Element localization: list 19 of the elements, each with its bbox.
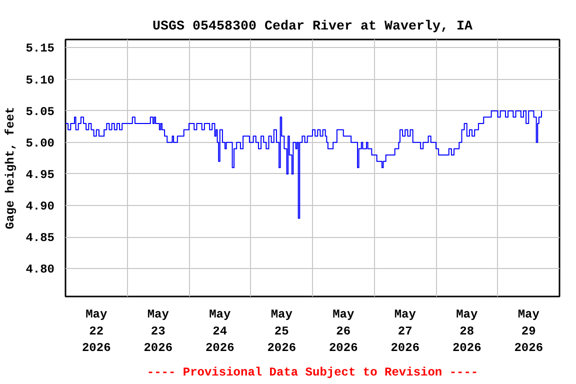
chart-title: USGS 05458300 Cedar River at Waverly, IA — [152, 20, 472, 34]
text: ---- Provisional Data Subject to Revision ---- — [146, 366, 478, 380]
x-tick-label: May 22 2026 — [82, 308, 111, 356]
x-tick-label: May 29 2026 — [514, 308, 544, 356]
x-tick-label: May 24 2026 — [205, 308, 234, 356]
y-tick-label: 4.95 — [26, 168, 55, 182]
y-tick-label: 4.85 — [26, 231, 55, 246]
y-tick-label: 4.80 — [26, 262, 55, 277]
x-tick-label: May 26 2026 — [328, 308, 358, 356]
y-tick-label: 5.00 — [26, 136, 55, 150]
y-tick-label: 5.05 — [26, 104, 55, 119]
x-tick-label: May 27 2026 — [390, 308, 420, 356]
x-tick-label: May 25 2026 — [267, 308, 296, 356]
y-tick-label: 5.15 — [26, 42, 55, 56]
y-tick-label: 4.90 — [26, 200, 55, 214]
x-tick-label: May 23 2026 — [144, 308, 173, 356]
y-axis-title: Gage height, feet — [4, 106, 18, 230]
x-tick-label: May 28 2026 — [452, 308, 482, 356]
y-tick-label: 5.10 — [26, 73, 55, 88]
